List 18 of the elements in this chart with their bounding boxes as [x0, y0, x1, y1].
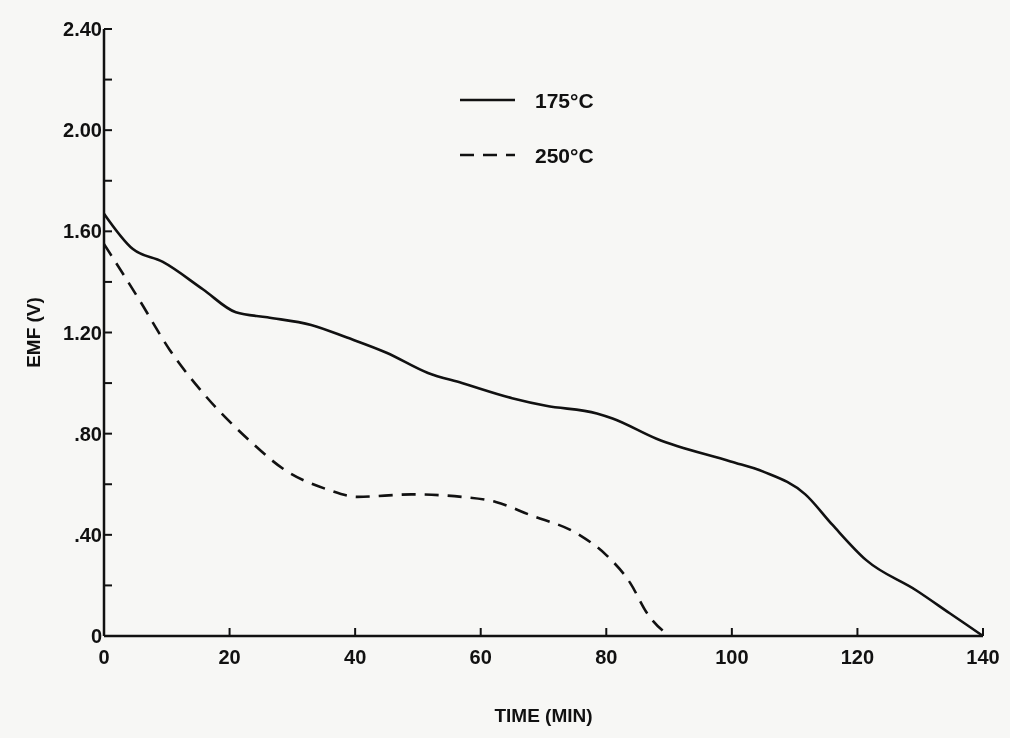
x-tick-label: 80 [595, 646, 618, 668]
y-tick-label: 2.40 [63, 18, 102, 40]
x-tick-label: 40 [344, 646, 367, 668]
x-tick-label: 120 [840, 646, 875, 668]
x-tick-label: 100 [715, 646, 749, 668]
x-tick-label: 20 [218, 646, 241, 668]
x-axis-title: TIME (MIN) [494, 705, 593, 726]
y-tick-label: .40 [74, 523, 102, 546]
x-tick-label: 60 [469, 646, 492, 668]
legend-label: 175°C [535, 89, 594, 112]
y-tick-label: 2.00 [63, 119, 102, 142]
legend-label: 250°C [535, 144, 594, 167]
y-tick-label: 1.20 [63, 321, 102, 344]
y-tick-label: 0 [90, 625, 102, 647]
x-tick-label: 140 [966, 646, 1000, 668]
y-tick-label: 1.60 [63, 220, 102, 243]
y-tick-label: .80 [74, 422, 102, 445]
y-axis-title: EMF (V) [23, 297, 44, 368]
